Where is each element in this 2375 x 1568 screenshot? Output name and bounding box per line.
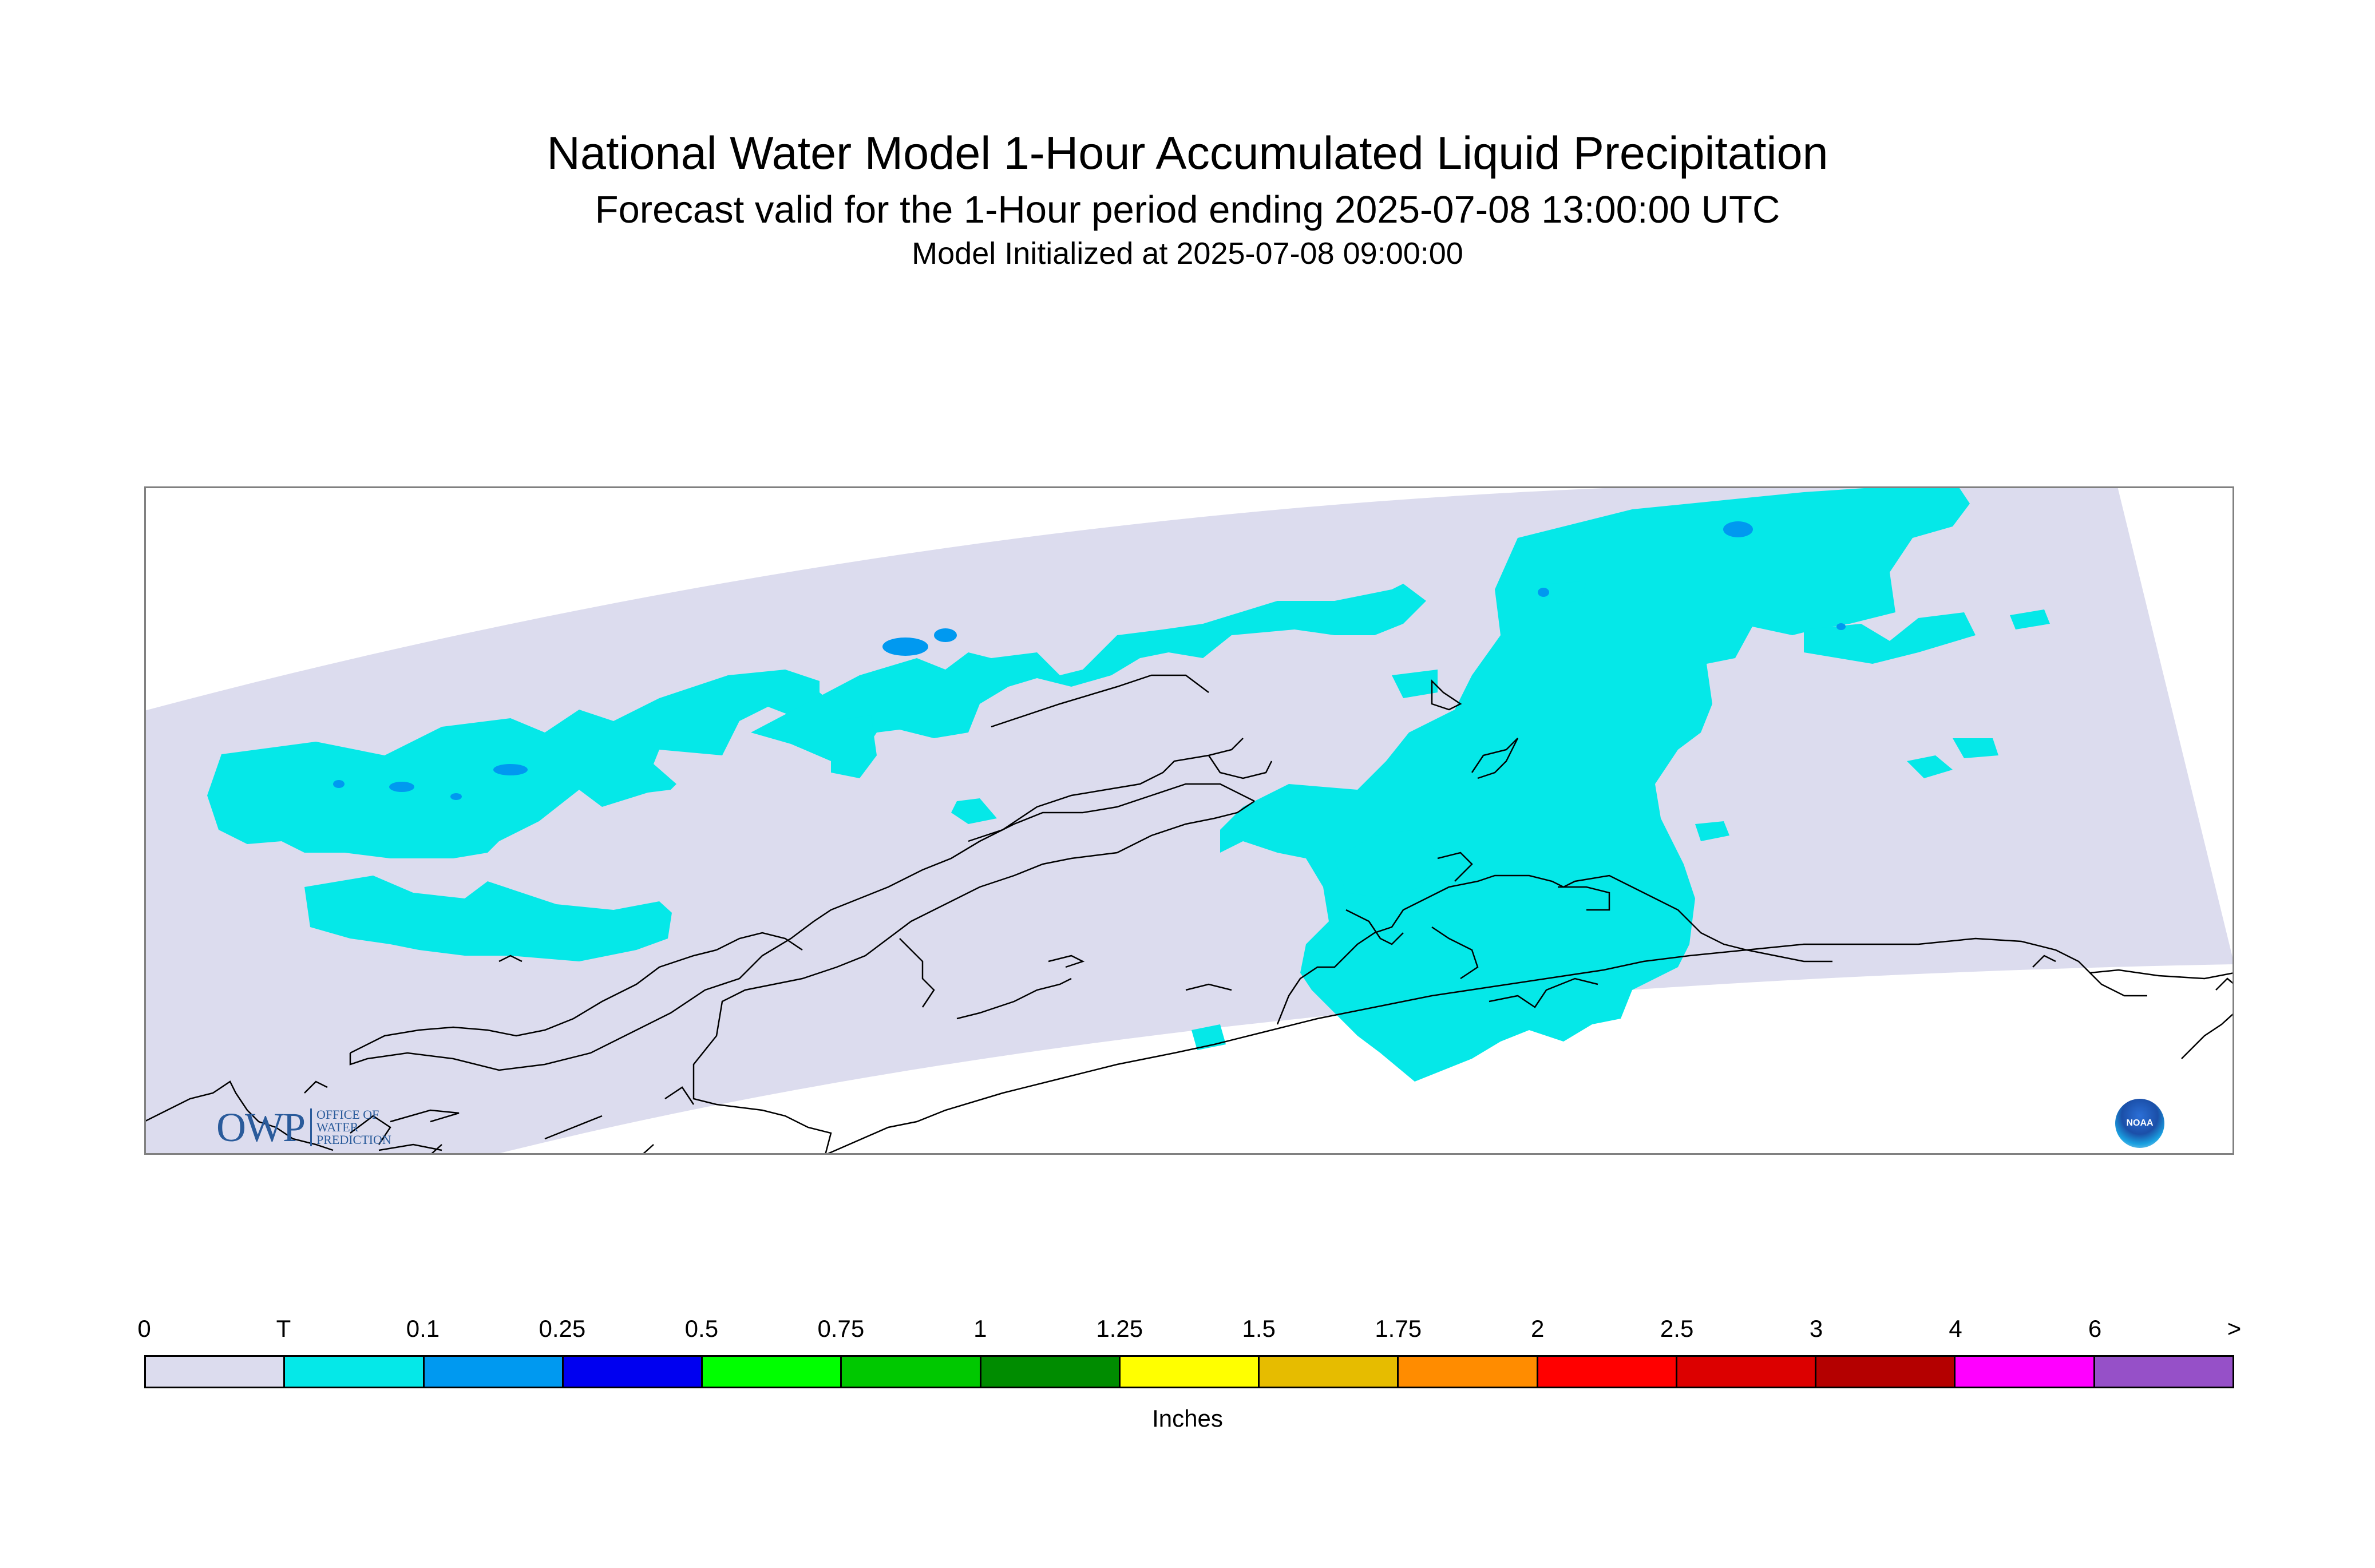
legend-tick-label: 1.25 bbox=[1096, 1315, 1143, 1342]
noaa-logo: NOAA bbox=[2115, 1099, 2164, 1148]
legend-tick-label: 1.75 bbox=[1375, 1315, 1422, 1342]
map-frame bbox=[144, 486, 2234, 1155]
legend-swatch bbox=[1120, 1357, 1260, 1387]
legend-swatch bbox=[1260, 1357, 1399, 1387]
precip-map bbox=[144, 486, 2234, 1155]
trace-precip-areas bbox=[207, 486, 2050, 1082]
legend-swatch bbox=[424, 1357, 564, 1387]
legend-tick-label: 4 bbox=[1949, 1315, 1962, 1342]
legend-tick-label: 0.25 bbox=[539, 1315, 586, 1342]
coastline bbox=[144, 674, 2234, 1155]
owp-logo-mark: OWP bbox=[216, 1104, 306, 1150]
legend-tick-label: 1.5 bbox=[1242, 1315, 1276, 1342]
legend-tick-label: 6 bbox=[2088, 1315, 2102, 1342]
legend-swatch bbox=[703, 1357, 842, 1387]
owp-line-3: PREDICTION bbox=[316, 1133, 391, 1147]
legend-swatch bbox=[2095, 1357, 2232, 1387]
legend-swatch bbox=[285, 1357, 425, 1387]
owp-logo: OWP OFFICE OF WATER PREDICTION bbox=[216, 1104, 391, 1150]
legend-swatch bbox=[1538, 1357, 1677, 1387]
legend-swatch bbox=[981, 1357, 1121, 1387]
legend-tick-label: 3 bbox=[1809, 1315, 1823, 1342]
legend-color-bar bbox=[144, 1355, 2234, 1388]
legend-swatch bbox=[1956, 1357, 2095, 1387]
legend-tick-label: 0.1 bbox=[406, 1315, 440, 1342]
noaa-logo-text: NOAA bbox=[2126, 1118, 2154, 1128]
map-subtitle: Forecast valid for the 1-Hour period end… bbox=[595, 188, 1780, 231]
legend-tick-label: 0.75 bbox=[817, 1315, 865, 1342]
legend-swatch bbox=[842, 1357, 981, 1387]
init-time-label: Model Initialized at 2025-07-08 09:00:00 bbox=[912, 236, 1463, 271]
legend-swatch bbox=[1677, 1357, 1817, 1387]
legend-swatch bbox=[1399, 1357, 1538, 1387]
owp-line-2: WATER bbox=[316, 1120, 359, 1134]
owp-line-1: OFFICE OF bbox=[316, 1107, 379, 1122]
legend-tick-label: 0.5 bbox=[684, 1315, 719, 1342]
legend-tick-label: 2 bbox=[1530, 1315, 1545, 1342]
legend-swatch bbox=[146, 1357, 286, 1387]
legend-tick-label: > bbox=[2227, 1315, 2242, 1342]
legend-tick-label: 1 bbox=[973, 1315, 987, 1342]
legend-tick-label: 2.5 bbox=[1660, 1315, 1694, 1342]
map-panel bbox=[144, 486, 2234, 1155]
light-precip-areas bbox=[333, 521, 1846, 800]
legend-tick-label: 0 bbox=[137, 1315, 151, 1342]
legend-swatch bbox=[1816, 1357, 1956, 1387]
legend-tick-label: T bbox=[276, 1315, 291, 1342]
map-title: National Water Model 1-Hour Accumulated … bbox=[547, 128, 1828, 179]
legend-units-label: Inches bbox=[1152, 1405, 1223, 1432]
legend-swatch bbox=[563, 1357, 703, 1387]
owp-logo-text: OFFICE OF WATER PREDICTION bbox=[310, 1108, 391, 1146]
